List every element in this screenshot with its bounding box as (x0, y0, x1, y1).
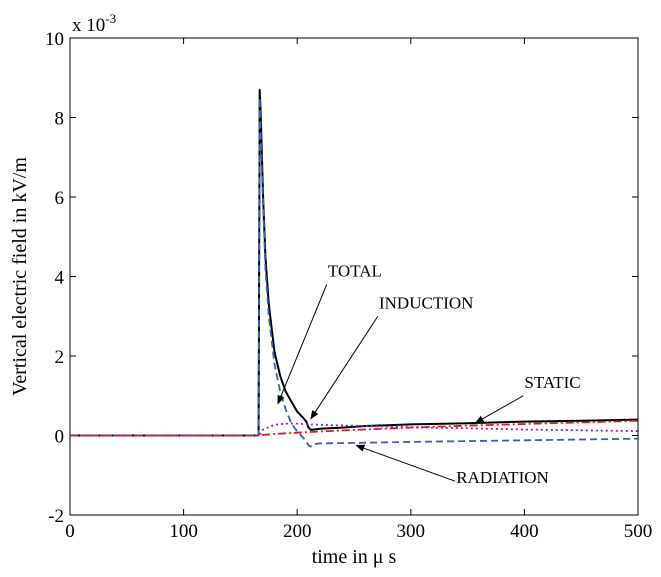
annotation-arrow-induction (310, 315, 379, 420)
series-layer (70, 88, 638, 448)
x-axis-title: time in μ s (312, 546, 397, 568)
series-line-total (70, 88, 638, 437)
y-multiplier: x 10-3 (72, 11, 116, 36)
y-multiplier-exponent: -3 (105, 11, 116, 26)
annotation-label-induction: INDUCTION (379, 293, 473, 312)
annotation-label-total: TOTAL (328, 262, 382, 281)
annotation-label-static: STATIC (524, 373, 580, 392)
series-line-static (70, 419, 638, 437)
y-tick-label: 0 (55, 427, 65, 448)
y-axis: -2 0 2 4 6 8 10 (45, 29, 638, 527)
x-tick-label: 400 (510, 521, 539, 542)
y-tick-label: 2 (55, 347, 65, 368)
x-tick-label: 500 (624, 521, 653, 542)
series-line-radiation (70, 96, 638, 448)
x-tick-label: 100 (169, 521, 198, 542)
y-tick-label: -2 (48, 506, 64, 527)
y-tick-label: 6 (55, 188, 65, 209)
annotation-layer: TOTAL INDUCTION STATIC RADIATION (277, 262, 581, 487)
y-axis-title: Vertical electric field in kV/m (9, 157, 31, 396)
y-tick-label: 8 (55, 109, 65, 130)
x-tick-label: 300 (397, 521, 426, 542)
annotation-arrow-total (277, 284, 328, 405)
x-axis: 0 100 200 300 400 500 (65, 38, 652, 542)
y-tick-label: 10 (45, 29, 64, 50)
x-tick-label: 0 (65, 521, 75, 542)
y-tick-label: 4 (55, 268, 65, 289)
annotation-label-radiation: RADIATION (456, 468, 549, 487)
annotation-arrow-static (474, 395, 524, 424)
x-tick-label: 200 (283, 521, 312, 542)
annotation-arrow-radiation (355, 444, 456, 482)
